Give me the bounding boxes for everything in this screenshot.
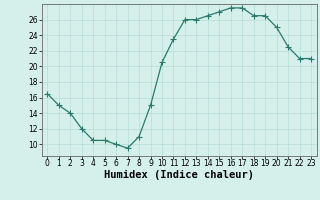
X-axis label: Humidex (Indice chaleur): Humidex (Indice chaleur) [104,170,254,180]
